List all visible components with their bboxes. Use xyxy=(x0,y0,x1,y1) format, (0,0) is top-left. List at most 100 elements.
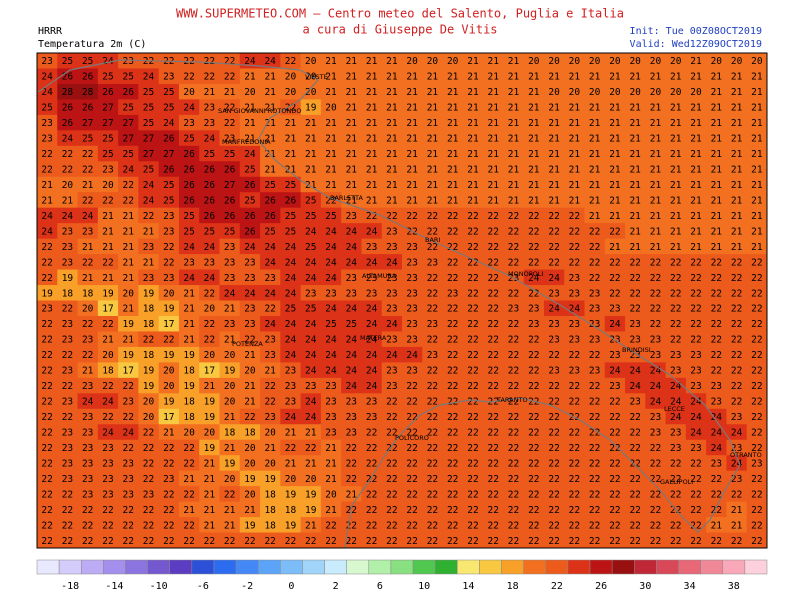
cell xyxy=(685,176,707,193)
grid-value: 21 xyxy=(386,56,398,67)
grid-value: 20 xyxy=(244,87,256,98)
grid-value: 25 xyxy=(143,118,154,129)
cell xyxy=(503,53,525,69)
grid-value: 21 xyxy=(711,226,723,237)
grid-value: 23 xyxy=(569,335,580,346)
cell xyxy=(604,192,626,209)
cell xyxy=(341,223,362,240)
cell xyxy=(158,176,180,193)
cell xyxy=(422,99,444,116)
grid-value: 21 xyxy=(731,226,743,237)
grid-value: 21 xyxy=(41,180,53,191)
grid-value: 24 xyxy=(325,226,337,237)
grid-value: 26 xyxy=(62,103,74,114)
cell xyxy=(97,192,119,209)
grid-value: 21 xyxy=(386,134,398,145)
cell xyxy=(341,68,362,85)
grid-value: 23 xyxy=(41,56,52,67)
grid-value: 21 xyxy=(751,165,763,176)
grid-value: 22 xyxy=(447,335,458,346)
cell xyxy=(402,176,423,193)
cell xyxy=(503,114,525,131)
grid-value: 22 xyxy=(650,505,661,516)
cell xyxy=(118,238,139,255)
cell xyxy=(361,176,383,193)
grid-value: 22 xyxy=(650,458,661,469)
grid-value: 22 xyxy=(406,489,417,500)
colorbar-box xyxy=(611,559,635,575)
grid-value: 21 xyxy=(366,149,378,160)
grid-value: 23 xyxy=(366,288,377,299)
grid-value: 22 xyxy=(346,520,357,531)
cell xyxy=(402,53,423,69)
grid-value: 22 xyxy=(366,536,377,547)
cell xyxy=(361,83,383,100)
grid-value: 22 xyxy=(406,536,417,547)
cell xyxy=(381,145,403,162)
city-label: BARI xyxy=(425,236,440,244)
grid-value: 21 xyxy=(285,134,297,145)
cell xyxy=(37,68,58,85)
cell xyxy=(442,238,464,255)
cell xyxy=(219,192,241,209)
grid-value: 21 xyxy=(427,180,439,191)
cell xyxy=(706,176,727,193)
grid-value: 21 xyxy=(406,180,418,191)
city-label: OTRANTO xyxy=(730,451,762,459)
grid-value: 22 xyxy=(62,536,73,547)
cell xyxy=(118,207,139,224)
grid-value: 22 xyxy=(427,536,438,547)
cell xyxy=(138,130,160,147)
grid-value: 20 xyxy=(204,304,216,315)
grid-value: 22 xyxy=(629,505,640,516)
cell xyxy=(523,161,545,178)
grid-value: 21 xyxy=(183,319,195,330)
grid-value: 21 xyxy=(346,103,358,114)
grid-value: 20 xyxy=(670,56,682,67)
grid-value: 20 xyxy=(244,366,256,377)
cell xyxy=(645,192,667,209)
grid-value: 21 xyxy=(690,118,702,129)
grid-value: 22 xyxy=(650,273,661,284)
grid-value: 21 xyxy=(589,118,601,129)
grid-value: 21 xyxy=(711,72,723,83)
grid-value: 22 xyxy=(285,536,296,547)
cell xyxy=(422,192,444,209)
cell xyxy=(57,68,79,85)
grid-value: 21 xyxy=(731,211,743,222)
grid-value: 22 xyxy=(62,165,73,176)
cell xyxy=(503,130,525,147)
grid-value: 22 xyxy=(163,458,174,469)
grid-value: 22 xyxy=(609,257,620,268)
grid-value: 20 xyxy=(589,87,601,98)
grid-value: 23 xyxy=(264,412,275,423)
grid-value: 22 xyxy=(508,427,519,438)
cell xyxy=(280,161,302,178)
cell xyxy=(300,145,322,162)
grid-value: 27 xyxy=(123,134,134,145)
grid-value: 27 xyxy=(102,118,113,129)
grid-value: 20 xyxy=(629,87,641,98)
cell xyxy=(341,207,362,224)
grid-value: 21 xyxy=(386,118,398,129)
grid-value: 20 xyxy=(528,56,540,67)
city-label: TARANTO xyxy=(496,396,528,404)
grid-value: 21 xyxy=(386,180,398,191)
grid-value: 22 xyxy=(183,458,194,469)
cell xyxy=(199,161,220,178)
grid-value: 21 xyxy=(224,520,236,531)
grid-value: 22 xyxy=(650,304,661,315)
grid-value: 18 xyxy=(264,520,276,531)
cell xyxy=(402,145,423,162)
grid-value: 21 xyxy=(123,226,135,237)
grid-value: 21 xyxy=(629,72,641,83)
grid-value: 23 xyxy=(690,366,701,377)
grid-value: 21 xyxy=(82,366,94,377)
grid-value: 22 xyxy=(609,505,620,516)
grid-value: 23 xyxy=(82,226,93,237)
grid-value: 21 xyxy=(711,134,723,145)
grid-value: 27 xyxy=(82,118,93,129)
grid-value: 21 xyxy=(102,226,114,237)
cell xyxy=(381,192,403,209)
grid-value: 22 xyxy=(629,536,640,547)
